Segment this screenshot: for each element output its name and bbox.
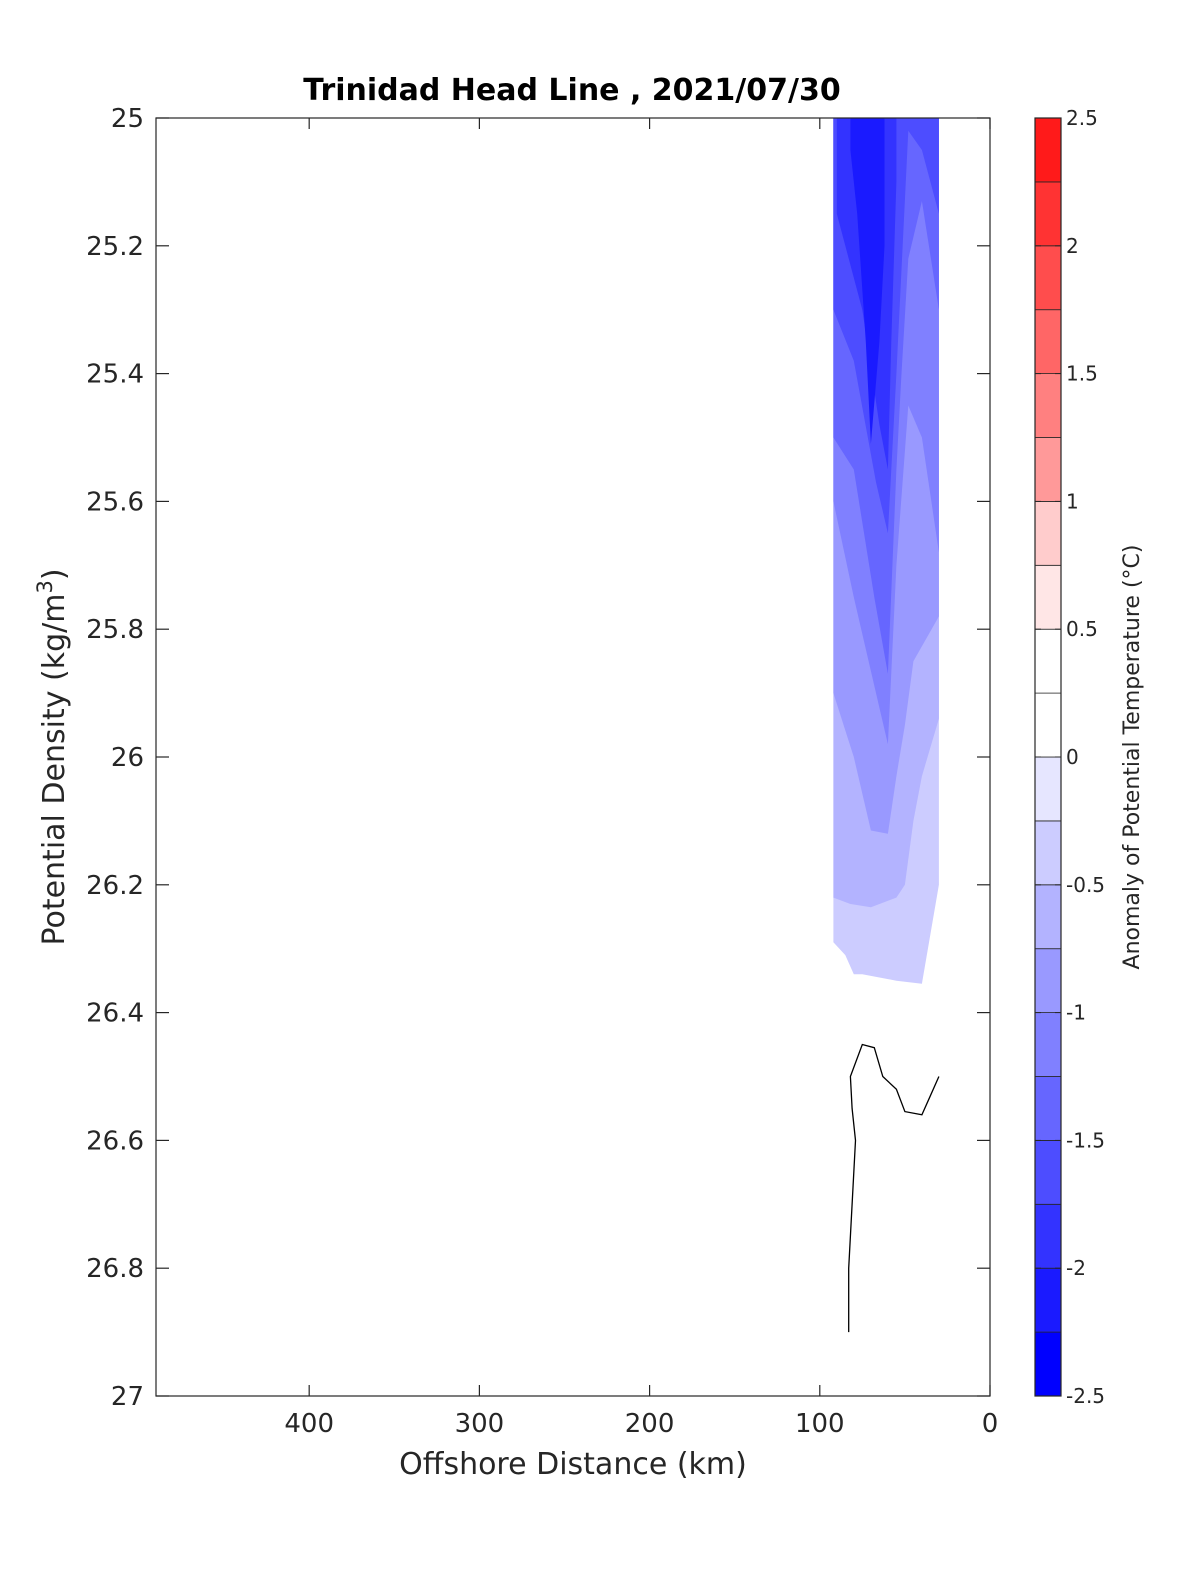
colorbar-tick-label: -1.5 [1066, 1128, 1105, 1152]
colorbar-tick-labels: -2.5 -2 -1.5 -1 -0.5 0 0.5 1 1.5 2 2.5 [1066, 106, 1105, 1408]
y-axis-label-suffix: ) [37, 568, 72, 580]
colorbar-tick-label: -1 [1066, 1001, 1086, 1025]
colorbar-label: Anomaly of Potential Temperature (°C) [1120, 545, 1145, 970]
zero-contour-line [848, 1043, 940, 1333]
x-tick-label: 200 [625, 1409, 675, 1439]
plot-area [155, 117, 991, 1397]
colorbar-segment [1034, 1331, 1062, 1397]
y-tick-label: 26.2 [86, 871, 144, 901]
colorbar-tick-label: 0 [1066, 745, 1079, 769]
colorbar-segment [1034, 245, 1062, 311]
colorbar-tick-label: -2 [1066, 1256, 1086, 1280]
contour-region [869, 1312, 876, 1333]
colorbar-segment [1034, 564, 1062, 630]
colorbar-segment [1034, 692, 1062, 758]
y-tick-label: 25.6 [86, 487, 144, 517]
colorbar-tick-label: 2.5 [1066, 106, 1098, 130]
colorbar-segment [1034, 884, 1062, 950]
y-tick-label: 25.8 [86, 615, 144, 645]
x-tick-label: 100 [795, 1409, 845, 1439]
colorbar-segment [1034, 500, 1062, 566]
filled-contours [833, 118, 939, 1333]
colorbar-tick-label: -2.5 [1066, 1384, 1105, 1408]
colorbar-segment [1034, 820, 1062, 886]
y-tick-label: 26 [111, 743, 144, 773]
colorbar-tick-label: 0.5 [1066, 617, 1098, 641]
y-axis-label-superscript: 3 [33, 580, 57, 593]
colorbar-segment [1034, 309, 1062, 375]
colorbar-tick-label: 2 [1066, 234, 1079, 258]
x-axis-label: Offshore Distance (km) [399, 1447, 747, 1482]
y-tick-label: 26.8 [86, 1254, 144, 1284]
y-tick-label: 25.2 [86, 232, 144, 262]
y-tick-label: 27 [111, 1382, 144, 1412]
colorbar-segment [1034, 628, 1062, 694]
colorbar-segment [1034, 1267, 1062, 1333]
colorbar [1034, 117, 1062, 1397]
colorbar-tick-label: -0.5 [1066, 873, 1105, 897]
y-tick-label: 25 [111, 104, 144, 134]
x-tick-label: 0 [982, 1409, 999, 1439]
colorbar-segment [1034, 1203, 1062, 1269]
colorbar-tick-label: 1.5 [1066, 362, 1098, 386]
contour-region [850, 118, 885, 444]
y-axis-label: Potential Density (kg/m3) [33, 568, 72, 945]
y-tick-label: 25.4 [86, 360, 144, 390]
y-tick-label: 26.6 [86, 1126, 144, 1156]
colorbar-tick-label: 1 [1066, 489, 1079, 513]
colorbar-segment [1034, 756, 1062, 822]
x-tick-label: 400 [284, 1409, 334, 1439]
plot-frame [155, 117, 991, 1397]
y-axis-label-main: Potential Density (kg/m [37, 594, 72, 946]
contour-region [877, 1185, 900, 1230]
colorbar-segment [1034, 1076, 1062, 1141]
colorbar-segment [1034, 181, 1062, 247]
contour-lines [848, 1043, 940, 1333]
x-tick-labels: 400 300 200 100 0 [284, 1409, 998, 1439]
colorbar-segment [1034, 117, 1062, 183]
chart-title: Trinidad Head Line , 2021/07/30 [303, 73, 840, 108]
colorbar-segment [1034, 1140, 1062, 1205]
colorbar-segment [1034, 948, 1062, 1014]
y-tick-label: 26.4 [86, 999, 144, 1029]
colorbar-segment [1034, 437, 1062, 502]
colorbar-segment [1034, 373, 1062, 438]
colorbar-segment [1034, 1012, 1062, 1077]
y-tick-labels: 25 25.2 25.4 25.6 25.8 26 26.2 26.4 26.6 26.8 27 [86, 104, 144, 1412]
x-tick-label: 300 [455, 1409, 505, 1439]
